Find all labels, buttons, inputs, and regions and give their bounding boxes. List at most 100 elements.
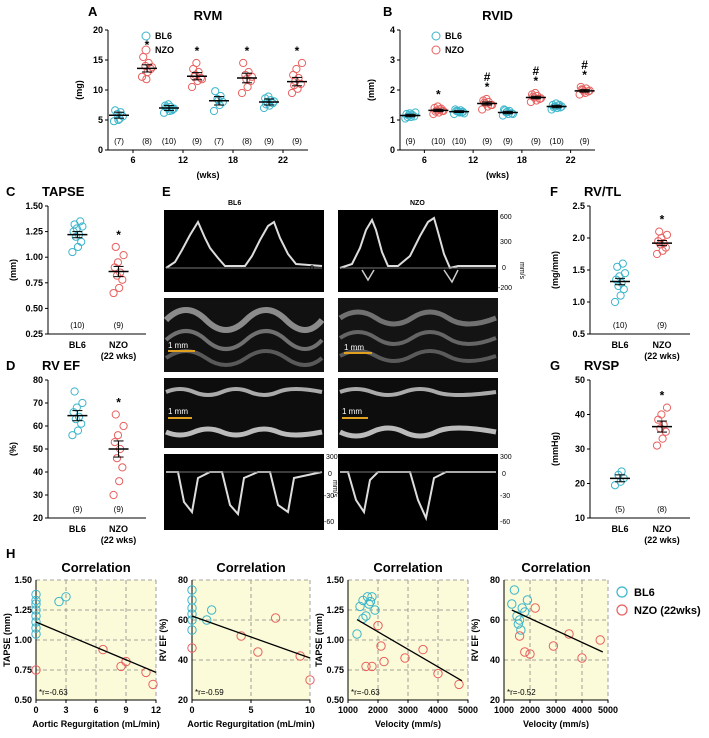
chart-h2-ytick-0: 20 bbox=[178, 695, 188, 705]
chart-h3-ytick-4: 1.50 bbox=[326, 575, 344, 585]
echo-top-tick-bl6-3: -200 bbox=[306, 285, 320, 292]
chart-h1-bl6-point-6 bbox=[31, 595, 41, 606]
chart-a-ytick-4: 20 bbox=[93, 25, 103, 35]
echo-top-tick-nzo-1: 300 bbox=[500, 239, 512, 246]
chart-c-nzo-point-7 bbox=[119, 251, 128, 260]
chart-h2-xtick-0: 0 bbox=[189, 705, 194, 715]
chart-h3-xtick-4: 5000 bbox=[458, 705, 478, 715]
chart-b-ylabel: (mm) bbox=[366, 79, 376, 101]
chart-a-sig-3-0: * bbox=[295, 44, 300, 58]
chart-b-legend-marker-0 bbox=[431, 31, 441, 41]
chart-h1-xtick-3: 9 bbox=[123, 705, 128, 715]
chart-h4-ylabel: RV EF (%) bbox=[470, 619, 480, 662]
chart-h1-bl6-point-8 bbox=[54, 596, 64, 607]
chart-d-ytick-6: 80 bbox=[33, 375, 43, 385]
chart-a-bl6-g0-point-0 bbox=[109, 117, 119, 126]
chart-a-sig-2-0: * bbox=[245, 44, 250, 58]
chart-d-title: RV EF bbox=[42, 358, 80, 373]
chart-h2-ytick-3: 80 bbox=[178, 575, 188, 585]
chart-h4-title: Correlation bbox=[521, 560, 590, 575]
chart-g-ytick-2: 30 bbox=[575, 444, 585, 454]
chart-f-ytick-3: 2.0 bbox=[572, 233, 585, 243]
chart-h3-xtick-1: 2000 bbox=[368, 705, 388, 715]
chart-h3-bl6-point-1 bbox=[355, 601, 365, 612]
chart-h1-bl6-point-5 bbox=[31, 599, 41, 609]
echo-bot-unit-bl6: mm/s bbox=[331, 480, 338, 498]
chart-g-n-1: (8) bbox=[657, 505, 667, 514]
chart-h3-ytick-2: 1.00 bbox=[326, 635, 344, 645]
legend-h-bl6-marker bbox=[616, 586, 628, 598]
chart-c-nzo-point-8 bbox=[111, 242, 120, 252]
chart-f: RV/TL 0.5 1.0 1.5 2.0 2.5 (mg/mm) (10) BL6 (9) NZO… bbox=[550, 184, 690, 361]
scale-label-mmode-nzo: 1 mm bbox=[344, 343, 364, 352]
chart-h4-bl6-point-3 bbox=[514, 615, 525, 625]
chart-b-title: RVID bbox=[482, 8, 513, 23]
chart-a-bl6-g2-point-5 bbox=[211, 87, 220, 96]
chart-h1-ytick-1: 0.75 bbox=[14, 665, 32, 675]
chart-h3-xtick-0: 1000 bbox=[338, 705, 358, 715]
chart-h2-bl6-point-0 bbox=[187, 625, 197, 635]
legend-h-nzo-label: NZO (22wks) bbox=[634, 605, 701, 617]
chart-a-ytick-3: 15 bbox=[93, 55, 103, 65]
chart-a-nzo-g0-point-0 bbox=[137, 72, 147, 81]
chart-d-n-0: (9) bbox=[73, 505, 83, 514]
chart-d-nzo-point-0 bbox=[109, 490, 118, 500]
chart-d-ytick-2: 40 bbox=[33, 467, 43, 477]
chart-a-n-2-0: (7) bbox=[214, 137, 224, 146]
chart-g-title: RVSP bbox=[584, 358, 619, 373]
chart-b-ytick-4: 4 bbox=[390, 25, 395, 35]
chart-h1-xtick-4: 12 bbox=[151, 705, 161, 715]
chart-a-bl6-g2-point-4 bbox=[216, 91, 225, 101]
chart-b-xtick-3: 22 bbox=[566, 155, 576, 165]
chart-h2-xtick-1: 5 bbox=[248, 705, 253, 715]
chart-h3-nzo-point-6 bbox=[418, 644, 428, 655]
chart-h3-ytick-3: 1.25 bbox=[326, 605, 344, 615]
chart-g-nzo-point-1 bbox=[658, 434, 667, 443]
chart-h1-title: Correlation bbox=[61, 560, 130, 575]
chart-h3-bl6-point-4 bbox=[362, 592, 373, 602]
chart-b-ytick-1: 1 bbox=[390, 115, 395, 125]
chart-h1-bl6-point-9 bbox=[61, 592, 71, 602]
chart-h1-ytick-4: 1.50 bbox=[14, 575, 32, 585]
chart-h2-title: Correlation bbox=[216, 560, 285, 575]
chart-a-nzo-g0-point-6 bbox=[142, 75, 151, 84]
chart-b-n-1-1: (9) bbox=[482, 137, 492, 146]
chart-f-xtick-1: NZO bbox=[653, 340, 672, 350]
chart-a-nzo-g3-point-0 bbox=[287, 88, 297, 98]
chart-a-n-3-1: (9) bbox=[292, 137, 302, 146]
chart-h3-xtick-3: 4000 bbox=[428, 705, 448, 715]
chart-d-nzo-point-7 bbox=[119, 421, 128, 431]
chart-h2-bl6-point-5 bbox=[187, 585, 197, 595]
chart-d-xsub: (22 wks) bbox=[101, 535, 137, 545]
echo-top-tick-nzo-3: -200 bbox=[498, 285, 512, 292]
chart-h4-nzo-point-1 bbox=[520, 647, 530, 657]
chart-b-xtick-1: 12 bbox=[468, 155, 478, 165]
chart-b-sig-3-1: # bbox=[581, 58, 588, 72]
panel-e-echo-images: BL6 NZO 600 300 0 -200 600 300 0 -200 mm… bbox=[163, 200, 525, 530]
chart-g-ytick-4: 50 bbox=[575, 375, 585, 385]
chart-h4-xtick-2: 3000 bbox=[546, 705, 566, 715]
chart-b-n-2-1: (9) bbox=[531, 137, 541, 146]
echo-bot-tick-bl6-1: 0 bbox=[328, 471, 332, 478]
chart-b-n-3-1: (9) bbox=[580, 137, 590, 146]
chart-h1-nzo-point-1 bbox=[98, 644, 108, 655]
chart-b-n-3-0: (10) bbox=[550, 137, 565, 146]
chart-h3-bl6-point-0 bbox=[352, 629, 362, 639]
chart-h3-nzo-point-8 bbox=[454, 679, 464, 690]
chart-g-xtick-0: BL6 bbox=[611, 524, 628, 534]
echo-bot-tick-nzo-1: 0 bbox=[502, 471, 506, 478]
legend-h-nzo-marker bbox=[616, 604, 628, 616]
chart-a-title: RVM bbox=[194, 8, 223, 23]
chart-c-ytick-2: 0.75 bbox=[25, 278, 43, 288]
chart-g-nzo-point-0 bbox=[652, 441, 662, 450]
chart-h1-xtick-1: 3 bbox=[63, 705, 68, 715]
echo-top-tick-nzo-0: 600 bbox=[500, 214, 512, 221]
chart-a-n-1-0: (10) bbox=[162, 137, 177, 146]
chart-h4-nzo-point-4 bbox=[548, 641, 559, 651]
chart-f-ytick-0: 0.5 bbox=[572, 329, 585, 339]
chart-b-sig-2-1: # bbox=[533, 64, 540, 78]
chart-d-bl6-point-1 bbox=[73, 426, 83, 435]
chart-f-bl6-point-1 bbox=[616, 291, 625, 300]
chart-a-n-3-0: (9) bbox=[264, 137, 274, 146]
chart-c-n-1: (9) bbox=[114, 321, 124, 330]
